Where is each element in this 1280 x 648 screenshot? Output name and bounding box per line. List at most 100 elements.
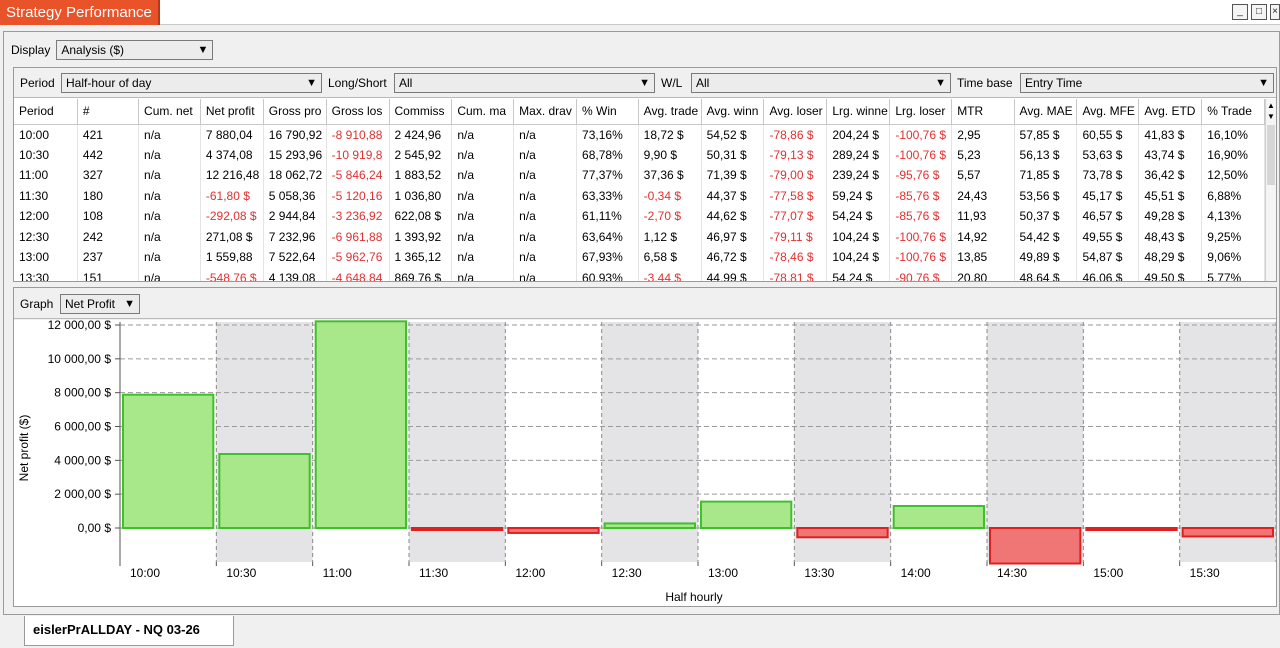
column-header[interactable]: Gross pro [263,99,327,125]
table-cell: 5,57 [951,165,1015,186]
table-row[interactable]: 12:00 108 n/a -292,08 $2 944,84 -3 236,92 622… [14,206,1265,227]
column-header[interactable]: Net profit [200,99,264,125]
table-cell: 54,24 $ [826,206,891,227]
table-row[interactable]: 13:00 237 n/a 1 559,88 7 522,64 -5 962,76 1 36… [14,247,1265,268]
column-header[interactable]: Cum. ma [451,99,515,125]
column-header[interactable]: % Win [576,99,639,125]
strategy-tab[interactable]: eislerPrALLDAY - NQ 03-26 [24,616,234,646]
bar-1030[interactable] [218,453,311,529]
table-cell: n/a [138,165,201,186]
bar-1130[interactable] [411,527,504,531]
table-cell: 237 [77,247,140,268]
scroll-down-icon[interactable]: ▼ [1267,112,1275,121]
bar-1200[interactable] [507,527,600,534]
scrollbar-thumb[interactable] [1267,125,1275,185]
chevron-down-icon: ▼ [1258,77,1269,89]
graph-label: Graph [20,297,54,311]
graph-select[interactable]: Net Profit ▼ [60,294,140,314]
column-header[interactable]: Lrg. winne [826,99,891,125]
table-row[interactable]: 10:30 442 n/a 4 374,08 15 293,96 -10 919,8 2 5… [14,144,1265,165]
period-select[interactable]: Half-hour of day ▼ [61,73,322,93]
table-cell: 10:00 [14,124,78,145]
table-row[interactable]: 12:30 242 n/a 271,08 $7 232,96 -6 961,88 1 39… [14,226,1265,247]
column-header[interactable]: Avg. trade [638,99,702,125]
table-cell: 239,24 $ [826,165,891,186]
table-cell: -85,76 $ [889,206,953,227]
bar-1430[interactable] [989,527,1082,565]
table-cell: 327 [77,165,140,186]
table-cell: -78,46 $ [763,247,828,268]
table-row[interactable]: 13:30 151 n/a -548,76 $4 139,08 -4 648,84 869… [14,267,1265,281]
column-header[interactable]: Avg. winn [701,99,765,125]
table-cell: -100,76 $ [889,124,953,145]
bar-1100[interactable] [314,320,407,530]
column-header[interactable]: Commiss [389,99,453,125]
table-cell: 71,39 $ [701,165,765,186]
chart-band [987,322,1084,562]
table-cell: n/a [451,247,515,268]
long-short-select[interactable]: All ▼ [394,73,655,93]
maximize-button[interactable]: □ [1251,4,1267,20]
graph-value: Net Profit [65,297,116,311]
table-cell: -95,76 $ [889,165,953,186]
display-select[interactable]: Analysis ($) ▼ [56,40,214,60]
scroll-up-icon[interactable]: ▲ [1267,101,1275,110]
table-cell: 289,24 $ [826,144,891,165]
bar-1300[interactable] [700,500,793,529]
table-cell: n/a [138,124,201,145]
column-header[interactable]: Avg. MFE [1076,99,1140,125]
bar-1000[interactable] [122,393,215,530]
column-header[interactable]: Period [14,99,78,125]
column-header[interactable]: MTR [951,99,1015,125]
table-header-row: Period # Cum. net Net profit Gross pro Gross … [14,99,1265,125]
bar-1500[interactable] [1085,527,1178,531]
table-cell: 45,17 $ [1076,185,1140,206]
table-cell: 18,72 $ [638,124,702,145]
table-cell: 15 293,96 [263,144,327,165]
table-cell: 11,93 [951,206,1015,227]
column-header[interactable]: Avg. MAE [1014,99,1078,125]
win-loss-select[interactable]: All ▼ [691,73,951,93]
table-cell: -4 648,84 [326,267,390,281]
table-cell: 44,37 $ [701,185,765,206]
table-cell: 77,37% [576,165,639,186]
column-header[interactable]: Gross los [326,99,390,125]
table-row[interactable]: 10:00 421 n/a 7 880,04 16 790,92 -8 910,88 2 4… [14,124,1265,145]
table-row[interactable]: 11:00 327 n/a 12 216,48 18 062,72 -5 846,24 1 … [14,165,1265,186]
column-header[interactable]: Lrg. loser [889,99,953,125]
bar-1530[interactable] [1181,527,1274,538]
time-base-select[interactable]: Entry Time ▼ [1020,73,1274,93]
table-cell: -85,76 $ [889,185,953,206]
bar-1400[interactable] [892,505,986,529]
table-cell: 73,16% [576,124,639,145]
table-cell: 12 216,48 [200,165,264,186]
table-cell: 9,90 $ [638,144,702,165]
table-cell: 10:30 [14,144,78,165]
window-title: Strategy Performance [0,0,160,25]
table-cell: n/a [451,144,515,165]
filter-row: Period Half-hour of day ▼ Long/Short All… [14,68,1276,98]
x-tick-label: 12:30 [612,566,642,580]
column-header[interactable]: Cum. net [138,99,201,125]
chart-band [601,322,698,562]
table-cell: 46,72 $ [701,247,765,268]
net-profit-chart: 0,00 $ 2 000,00 $ 4 000,00 $ 6 000,00 $ 8 00… [17,318,1277,604]
table-cell: n/a [138,185,201,206]
column-header[interactable]: Avg. ETD [1138,99,1203,125]
minimize-button[interactable]: _ [1232,4,1248,20]
bar-1230[interactable] [603,522,697,530]
table-cell: 16,90% [1201,144,1265,165]
column-header[interactable]: Avg. loser [763,99,828,125]
column-header[interactable]: # [77,99,140,125]
table-cell: n/a [513,124,578,145]
bar-1330[interactable] [796,527,889,539]
table-cell: -3,44 $ [638,267,702,281]
table-row[interactable]: 11:30 180 n/a -61,80 $5 058,36 -5 120,16 1 03… [14,185,1265,206]
column-header[interactable]: Max. drav [513,99,578,125]
table-cell: 869,76 $ [389,267,453,281]
table-cell: n/a [513,165,578,186]
table-cell: 12:00 [14,206,78,227]
column-header[interactable]: % Trade [1201,99,1265,125]
close-button[interactable]: × [1270,4,1280,20]
table-scrollbar[interactable]: ▲ ▼ [1265,99,1276,281]
